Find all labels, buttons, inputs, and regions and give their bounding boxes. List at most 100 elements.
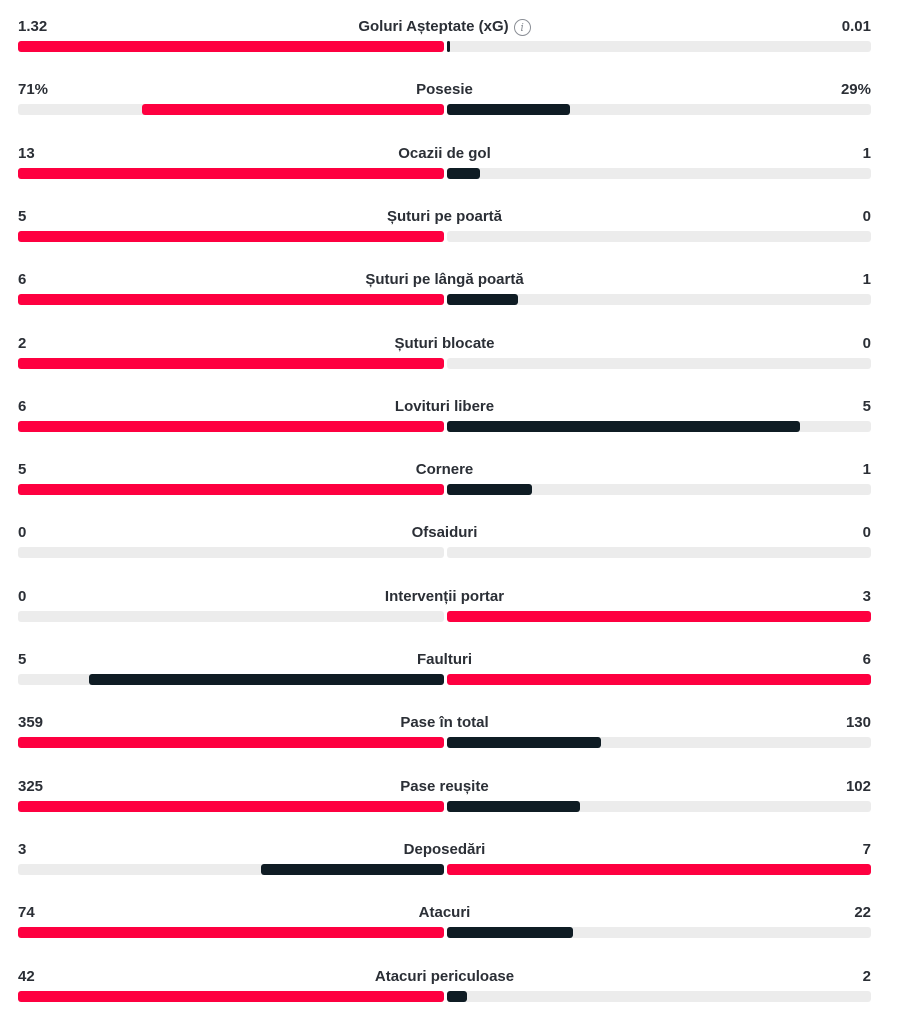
stat-label: Posesie [18, 81, 871, 99]
stat-label: Pase în total [18, 714, 871, 732]
away-bar-track [447, 484, 871, 496]
home-value: 359 [18, 714, 44, 732]
away-bar [447, 420, 801, 432]
home-value: 0 [18, 587, 27, 605]
home-value: 0 [18, 524, 27, 542]
home-bar [18, 230, 444, 242]
home-bar [18, 990, 444, 1002]
home-bar [141, 104, 444, 116]
away-value: 3 [862, 587, 871, 605]
stat-label: Șuturi pe lângă poartă [18, 271, 871, 289]
away-value: 102 [845, 777, 871, 795]
away-bar [447, 674, 871, 685]
away-bar-track [447, 990, 871, 1002]
away-value: 22 [854, 904, 871, 922]
stat-row-12: 325 Pase reușite 102 [18, 778, 871, 818]
away-bar [447, 610, 871, 622]
home-value: 6 [18, 271, 27, 289]
stat-row-2: 13 Ocazii de gol 1 [18, 145, 871, 185]
away-bar-track [447, 357, 871, 369]
away-value: 0 [862, 334, 871, 352]
away-bar [447, 800, 581, 812]
stat-row-8: 0 Ofsaiduri 0 [18, 524, 871, 564]
home-value: 42 [18, 967, 35, 985]
stat-label: Faulturi [18, 651, 871, 669]
home-bar [18, 927, 444, 939]
home-bar-track [18, 104, 444, 116]
stat-label-text: Atacuri [418, 904, 471, 922]
home-bar-track [18, 41, 444, 52]
home-bar [18, 41, 444, 52]
away-bar-track [447, 41, 871, 52]
stat-label-text: Pase în total [400, 714, 489, 732]
away-bar-track [447, 420, 871, 432]
away-bar-track [447, 863, 871, 875]
stat-label: Șuturi pe poartă [18, 208, 871, 226]
home-bar-track [18, 357, 444, 369]
away-bar [447, 927, 574, 939]
stat-label-text: Șuturi blocate [394, 334, 495, 352]
stat-label: Atacuri periculoase [18, 968, 871, 986]
away-bar [447, 41, 451, 52]
home-bar [18, 357, 444, 369]
home-bar-track [18, 737, 444, 749]
stat-row-11: 359 Pase în total 130 [18, 714, 871, 754]
home-value: 74 [18, 904, 35, 922]
home-value: 6 [18, 397, 27, 415]
stat-row-14: 74 Atacuri 22 [18, 904, 871, 944]
away-value: 0.01 [841, 18, 871, 35]
stat-row-0: 1.32 Goluri Așteptate (xG) i 0.01 [18, 18, 871, 58]
away-bar-track [447, 104, 871, 116]
stat-label-text: Goluri Așteptate (xG) [358, 18, 509, 35]
stat-row-1: 71% Posesie 29% [18, 81, 871, 121]
info-icon[interactable]: i [513, 19, 531, 36]
home-value: 5 [18, 651, 27, 668]
home-bar-track [18, 230, 444, 242]
home-bar [18, 800, 444, 812]
stat-row-4: 6 Șuturi pe lângă poartă 1 [18, 271, 871, 311]
away-bar [447, 167, 480, 179]
stat-row-5: 2 Șuturi blocate 0 [18, 335, 871, 375]
stat-row-6: 6 Lovituri libere 5 [18, 398, 871, 438]
home-value: 3 [18, 840, 27, 858]
away-value: 6 [862, 651, 871, 668]
stat-label: Ocazii de gol [18, 145, 871, 163]
away-bar-track [447, 294, 871, 306]
home-value: 71% [18, 81, 49, 99]
home-bar-track [18, 863, 444, 875]
away-value: 7 [862, 840, 871, 858]
away-bar [447, 863, 871, 875]
stat-row-15: 42 Atacuri periculoase 2 [18, 968, 871, 1008]
stat-label-text: Lovituri libere [394, 397, 495, 415]
home-value: 2 [18, 334, 27, 352]
home-bar-track [18, 927, 444, 939]
away-bar [447, 990, 468, 1002]
stat-row-9: 0 Intervenții portar 3 [18, 588, 871, 628]
stat-label: Goluri Așteptate (xG) i [18, 18, 871, 36]
home-bar [18, 420, 444, 432]
stat-label: Intervenții portar [18, 588, 871, 606]
stat-label-text: Ocazii de gol [398, 144, 491, 162]
home-bar-track [18, 610, 444, 622]
home-value: 13 [18, 144, 35, 162]
home-bar-track [18, 294, 444, 306]
home-bar [89, 674, 444, 685]
home-bar [18, 737, 444, 749]
stat-label-text: Cornere [415, 461, 474, 479]
stat-row-3: 5 Șuturi pe poartă 0 [18, 208, 871, 248]
away-bar-track [447, 927, 871, 939]
away-bar-track [447, 167, 871, 179]
away-value: 2 [862, 967, 871, 985]
stat-label: Șuturi blocate [18, 335, 871, 353]
home-value: 325 [18, 777, 44, 795]
home-bar-track [18, 800, 444, 812]
home-bar-track [18, 990, 444, 1002]
home-value: 1.32 [18, 18, 48, 35]
stat-label-text: Pase reușite [400, 777, 489, 795]
stat-row-7: 5 Cornere 1 [18, 461, 871, 501]
away-value: 1 [862, 271, 871, 289]
stat-label-text: Ofsaiduri [411, 524, 478, 542]
away-bar-track [447, 610, 871, 622]
away-value: 1 [862, 144, 871, 162]
